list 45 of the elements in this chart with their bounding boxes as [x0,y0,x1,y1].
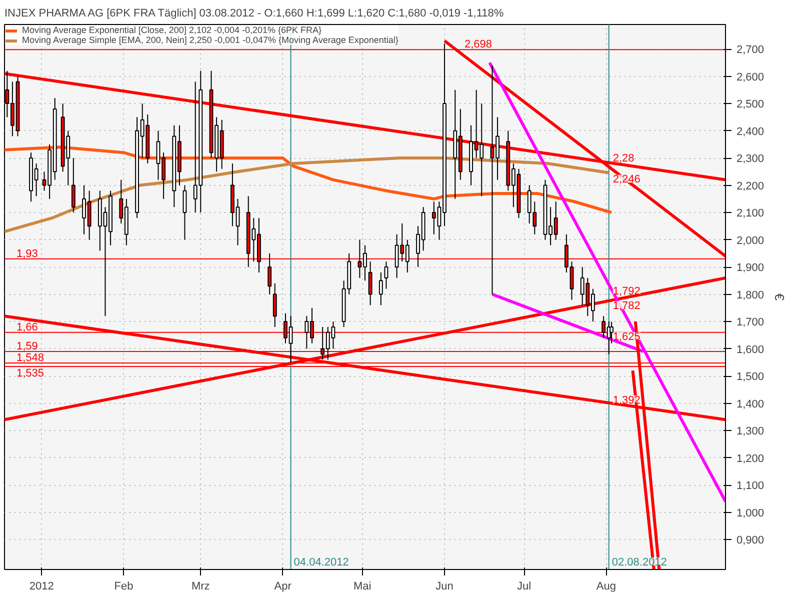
y-tick-label: 2,100 [736,208,764,220]
y-tick-label: 1,000 [736,507,764,520]
legend-label: Moving Average Simple [EMA, 200, Nein] 2,250 -0,001 -0,047% {Moving Average Exponential} [22,35,398,45]
legend-label: Moving Average Exponential [Close, 200] 2,102 -0,004 -0,201% {6PK FRA} [22,25,322,35]
y-tick-label: 1,600 [736,344,764,356]
ref-line-label: 2,698 [464,38,492,51]
y-tick-label: 1,200 [736,452,764,465]
y-tick-label: 2,300 [736,153,764,166]
ref-line-label: 1,66 [16,321,38,334]
x-tick-label: Aug [596,580,616,592]
ref-line-label: 02.08.2012 [612,556,667,568]
chart-title: INJEX PHARMA AG [6PK FRA Täglich] 03.08.2012 - O:1,660 H:1,699 L:1,620 C:1,680 -0,019 -1,118% [4,8,504,20]
ref-line-label: 1,548 [16,352,44,364]
x-tick-label: Mai [353,580,372,592]
annotation: 1,782 [612,300,640,312]
y-tick-label: 1,100 [736,480,764,492]
ref-line-label: 1,535 [16,367,44,380]
y-tick-label: 2,000 [736,234,764,247]
y-tick-label: 2,500 [736,98,764,111]
y-tick-label: 1,900 [736,262,764,274]
y-tick-label: 1,400 [736,398,764,410]
annotation: 1,792 [612,285,640,298]
x-tick-label: Feb [114,580,134,592]
ref-line-label: 1,59 [16,340,38,352]
annotation: 2,246 [612,174,640,186]
annotation: 2,28 [612,152,634,164]
x-tick-label: Jul [517,580,532,592]
y-tick-label: 1,700 [736,316,764,329]
y-tick-label: 1,300 [736,426,764,438]
x-tick-label: 2012 [29,580,54,592]
y-tick-label: 2,700 [736,44,764,56]
annotation: 1,625 [612,330,640,343]
y-tick-label: 2,400 [736,126,764,138]
annotation: 1,392 [612,394,640,406]
y-tick-label: 1,800 [736,289,764,302]
x-tick-label: Apr [274,580,292,592]
ref-line-label: 1,93 [16,248,38,260]
x-tick-label: Mrz [191,580,210,592]
x-tick-label: Jun [436,580,454,592]
y-tick-label: 0,900 [736,534,764,547]
y-tick-label: 2,200 [736,180,764,192]
y-axis-title: € [772,293,788,302]
y-tick-label: 2,600 [736,71,764,84]
ref-line-label: 04.04.2012 [294,556,349,568]
y-tick-label: 1,500 [736,371,764,384]
